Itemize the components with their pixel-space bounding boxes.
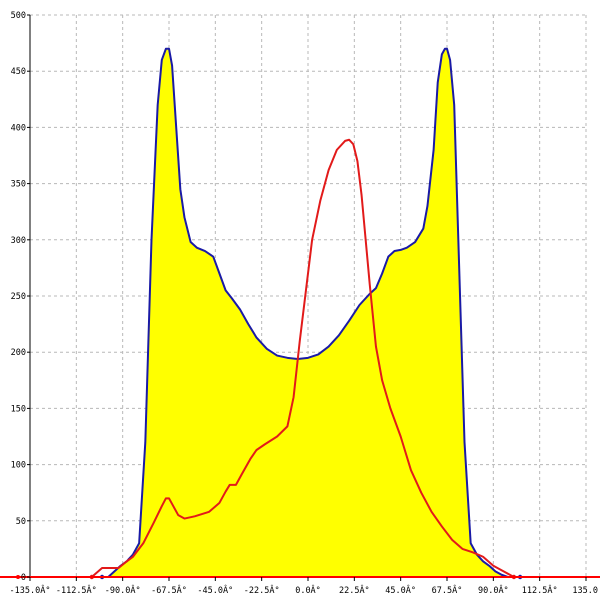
x-tick-label: -112.5Â° bbox=[56, 584, 97, 596]
series-line bbox=[91, 138, 515, 578]
x-tick-label: 112.5Â° bbox=[522, 584, 558, 596]
x-tick-label: 22.5Â° bbox=[339, 584, 370, 596]
y-tick-label: 500 bbox=[11, 11, 26, 21]
tick-label-layer: 0 50 100 150 200 250 300 350 400 450 500 -135.0Â° -1… bbox=[10, 11, 598, 596]
series-layer bbox=[89, 47, 523, 580]
x-tick-label: 135.0 bbox=[572, 586, 598, 596]
y-tick-label: 350 bbox=[11, 180, 26, 190]
y-tick-label: 0 bbox=[21, 573, 26, 583]
y-tick-label: 200 bbox=[11, 348, 26, 358]
y-tick-label: 400 bbox=[11, 123, 26, 133]
y-tick-label: 150 bbox=[11, 404, 26, 414]
x-tick-label: -67.5Â° bbox=[151, 584, 187, 596]
x-tick-label: -135.0Â° bbox=[10, 584, 51, 596]
x-tick-label: -45.0Â° bbox=[197, 584, 233, 596]
y-tick-label: 250 bbox=[11, 292, 26, 302]
y-tick-label: 50 bbox=[16, 517, 26, 527]
y-tick-label: 100 bbox=[11, 461, 26, 471]
y-tick-label: 300 bbox=[11, 236, 26, 246]
x-tick-label: 0.0Â° bbox=[295, 584, 321, 596]
x-tick-label: 67.5Â° bbox=[432, 584, 463, 596]
series-area-fill bbox=[102, 48, 521, 578]
x-tick-label: -90.0Â° bbox=[105, 584, 141, 596]
baseline-point bbox=[16, 575, 20, 579]
y-tick-label: 450 bbox=[11, 67, 26, 77]
x-tick-label: -22.5Â° bbox=[244, 584, 280, 596]
series-line bbox=[102, 47, 521, 578]
x-tick-label: 90.0Â° bbox=[478, 584, 509, 596]
axis-layer bbox=[0, 14, 600, 581]
x-tick-label: 45.0Â° bbox=[385, 584, 416, 596]
